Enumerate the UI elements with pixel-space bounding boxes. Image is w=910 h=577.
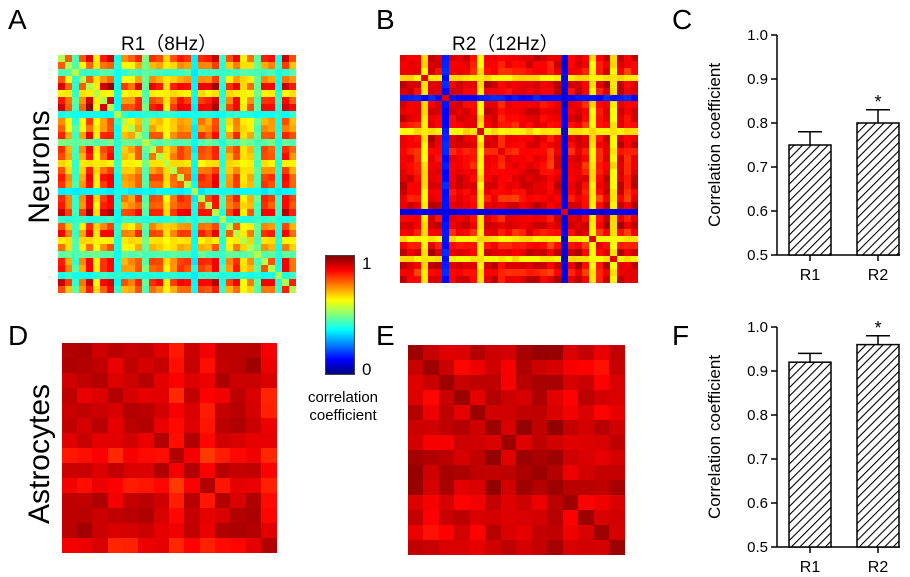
heatmap-b <box>400 55 638 283</box>
y-axis-label: Correlation coefficient <box>705 355 724 519</box>
x-tick-label: R2 <box>868 559 889 575</box>
colorbar-caption: correlation coefficient <box>288 389 398 425</box>
bar-r2 <box>856 343 900 548</box>
heatmap-e <box>408 345 625 555</box>
y-tick-label: 0.8 <box>747 115 768 132</box>
y-tick-label: 0.8 <box>747 407 768 424</box>
y-tick-label: 0.6 <box>747 495 768 512</box>
y-tick-label: 0.7 <box>747 159 768 176</box>
bar-r2 <box>856 122 900 256</box>
panel-letter-e: E <box>376 320 395 351</box>
panel-letter-f: F <box>672 320 690 351</box>
colorbar <box>325 255 355 375</box>
y-axis-label: Correlation coefficient <box>705 63 724 227</box>
colorbar-caption-line2: coefficient <box>309 407 377 424</box>
heatmap-d <box>62 343 277 553</box>
panel-letter-a: A <box>8 4 27 35</box>
colorbar-min-label: 0 <box>362 360 372 379</box>
y-tick-label: 0.5 <box>747 247 768 264</box>
y-tick-label: 0.6 <box>747 203 768 220</box>
row-label-neurons: Neurons <box>23 110 56 224</box>
y-tick-label: 1.0 <box>747 319 768 336</box>
x-tick-label: R1 <box>800 267 821 284</box>
colorbar-max-label: 1 <box>362 254 372 273</box>
bar-chart-f: 0.5 0.6 0.7 0.8 0.9 1.0 Correlation coefficien… <box>705 318 900 575</box>
bar-chart-c: 0.5 0.6 0.7 0.8 0.9 1.0 Correlation coefficien… <box>705 27 900 284</box>
x-tick-label: R2 <box>868 267 889 284</box>
bar-r1 <box>788 144 832 256</box>
y-tick-label: 0.9 <box>747 71 768 88</box>
panel-letter-c: C <box>672 4 693 35</box>
heatmap-a <box>58 55 296 293</box>
panel-letter-d: D <box>8 320 29 351</box>
x-tick-label: R1 <box>800 559 821 575</box>
panel-letter-b: B <box>376 4 395 35</box>
significance-marker: * <box>874 92 881 112</box>
bar-r1 <box>788 361 832 548</box>
y-tick-label: 1.0 <box>747 27 768 44</box>
colorbar-caption-line1: correlation <box>307 389 379 406</box>
y-tick-label: 0.9 <box>747 363 768 380</box>
row-label-astrocytes: Astrocytes <box>23 383 56 525</box>
heatmap-a-title: R1（8Hz） <box>121 34 218 55</box>
y-tick-label: 0.7 <box>747 451 768 468</box>
significance-marker: * <box>874 318 881 338</box>
heatmap-b-title: R2（12Hz） <box>452 34 559 55</box>
y-tick-label: 0.5 <box>747 539 768 556</box>
